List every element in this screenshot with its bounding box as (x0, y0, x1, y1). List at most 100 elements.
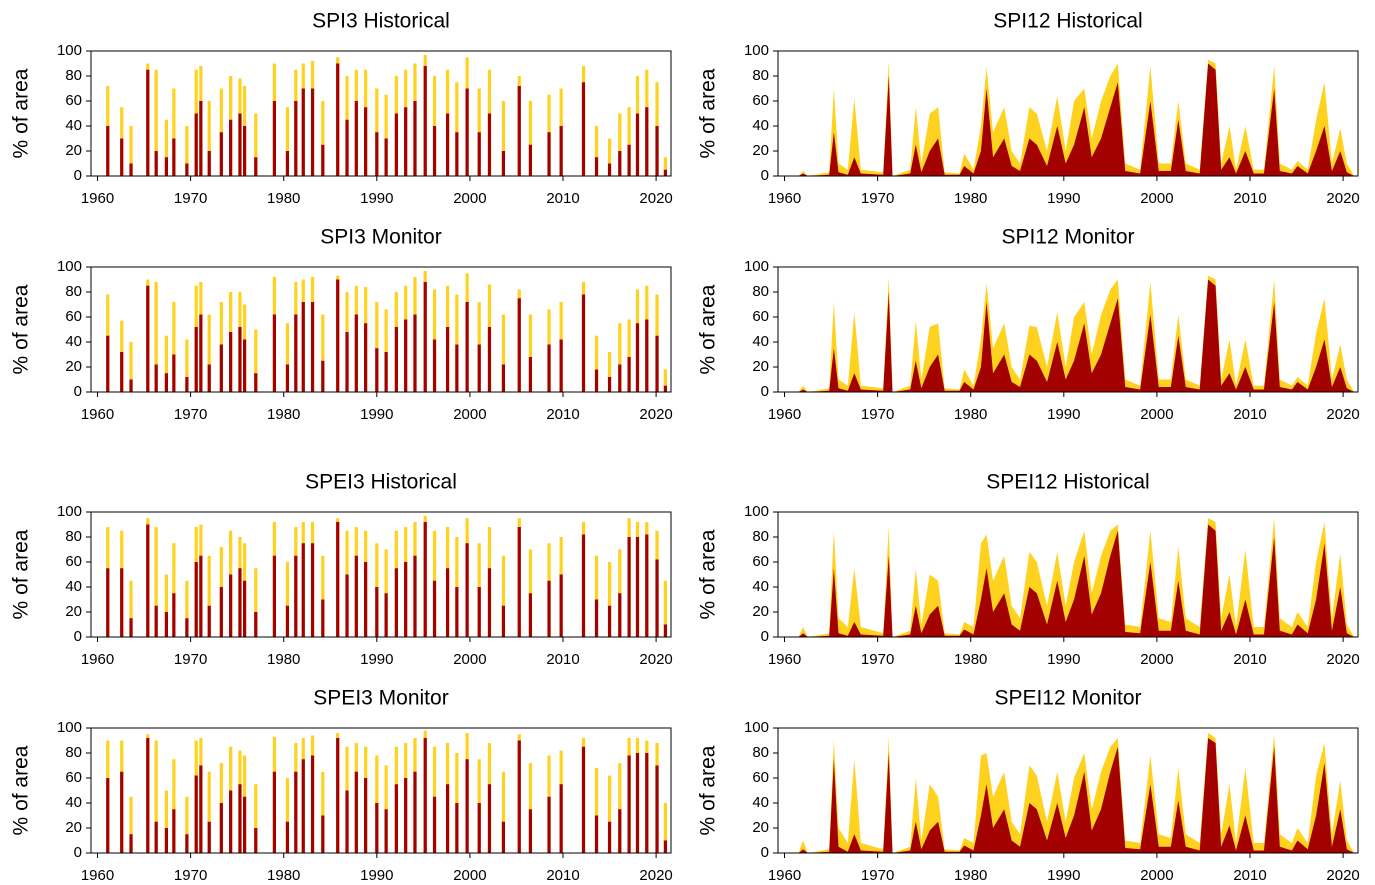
bar (310, 302, 315, 392)
bar (238, 784, 242, 853)
y-tick-label: 0 (761, 167, 769, 184)
bar (394, 568, 398, 637)
bar (229, 332, 233, 392)
bar (294, 101, 298, 176)
x-tick-label: 1980 (267, 651, 300, 668)
bar (172, 593, 176, 637)
y-tick-label: 100 (57, 503, 82, 520)
y-tick-label: 60 (752, 769, 769, 786)
plot-frame (777, 50, 1359, 177)
bar (294, 314, 298, 392)
bar (254, 612, 258, 637)
bar (501, 605, 506, 637)
bar (146, 69, 150, 176)
x-tick-label: 1960 (768, 190, 801, 207)
bar (185, 834, 189, 853)
bar (445, 568, 450, 637)
bar (164, 119, 169, 176)
bar (594, 335, 599, 392)
y-tick-label: 60 (65, 769, 82, 786)
bar (559, 126, 563, 176)
y-axis-label: % of area (10, 529, 33, 619)
bar (663, 803, 668, 853)
bar (581, 82, 586, 176)
bar (219, 587, 223, 637)
bar (655, 559, 659, 637)
bar (310, 88, 315, 176)
bar (345, 119, 349, 176)
bar (384, 352, 388, 392)
bar (207, 605, 211, 637)
bar (547, 796, 551, 853)
bar (336, 63, 340, 176)
bar (207, 314, 211, 392)
x-tick-label: 1980 (954, 867, 987, 884)
bar (172, 759, 176, 853)
bar (364, 778, 368, 853)
x-tick-label: 1990 (360, 190, 393, 207)
bar (285, 605, 290, 637)
chart-title: SPI12 Historical (993, 10, 1142, 33)
x-tick-label: 2020 (639, 406, 672, 423)
bar (663, 369, 668, 392)
panel: SPI12 Monitor % of area 0 20 40 60 80 100 1960 19… (697, 226, 1360, 423)
bar (404, 107, 408, 176)
bar (301, 759, 305, 853)
y-tick-label: 100 (744, 42, 769, 59)
y-axis-label: % of area (10, 745, 33, 835)
x-tick-label: 2020 (1326, 651, 1359, 668)
y-tick-label: 100 (744, 258, 769, 275)
x-tick-label: 1990 (360, 867, 393, 884)
plot-frame (90, 727, 672, 854)
bar (243, 580, 247, 637)
bar (164, 373, 169, 392)
bar (501, 821, 506, 853)
y-tick-label: 0 (74, 167, 82, 184)
bar (207, 555, 211, 637)
bar (594, 157, 599, 176)
bar (354, 101, 358, 176)
bar (559, 574, 563, 637)
bar (627, 537, 631, 637)
bar (154, 151, 158, 176)
bar (336, 279, 340, 392)
x-tick-label: 1980 (267, 406, 300, 423)
x-tick-label: 1960 (768, 406, 801, 423)
bar (384, 138, 388, 176)
bar (272, 771, 277, 853)
bar (106, 126, 110, 176)
y-tick-label: 80 (752, 283, 769, 300)
bar (294, 771, 298, 853)
bar (465, 759, 469, 853)
x-tick-label: 2020 (639, 190, 672, 207)
bar (635, 537, 640, 637)
bar (219, 132, 223, 176)
x-tick-label: 2010 (546, 651, 579, 668)
bar (375, 803, 379, 853)
y-tick-label: 60 (752, 308, 769, 325)
bar (663, 385, 668, 392)
y-tick-label: 40 (752, 794, 769, 811)
bar (618, 113, 622, 176)
bar (487, 784, 492, 853)
y-tick-label: 100 (57, 42, 82, 59)
bar (146, 524, 150, 637)
bar (336, 738, 340, 853)
y-axis-label: % of area (697, 745, 720, 835)
bar (164, 828, 169, 853)
plot-frame (90, 266, 672, 393)
bar (594, 815, 599, 853)
panel: SPEI3 Monitor % of area 0 20 40 60 80 100 1960 19… (10, 687, 673, 884)
bar (635, 753, 640, 853)
x-tick-label: 1980 (267, 867, 300, 884)
bar (465, 88, 469, 176)
bar (321, 360, 325, 392)
bar (172, 302, 176, 392)
bar (106, 568, 110, 637)
bar (185, 618, 189, 637)
y-tick-label: 60 (65, 308, 82, 325)
x-tick-label: 1970 (861, 651, 894, 668)
bar (354, 314, 358, 392)
bar (423, 522, 427, 637)
bar (627, 107, 631, 176)
